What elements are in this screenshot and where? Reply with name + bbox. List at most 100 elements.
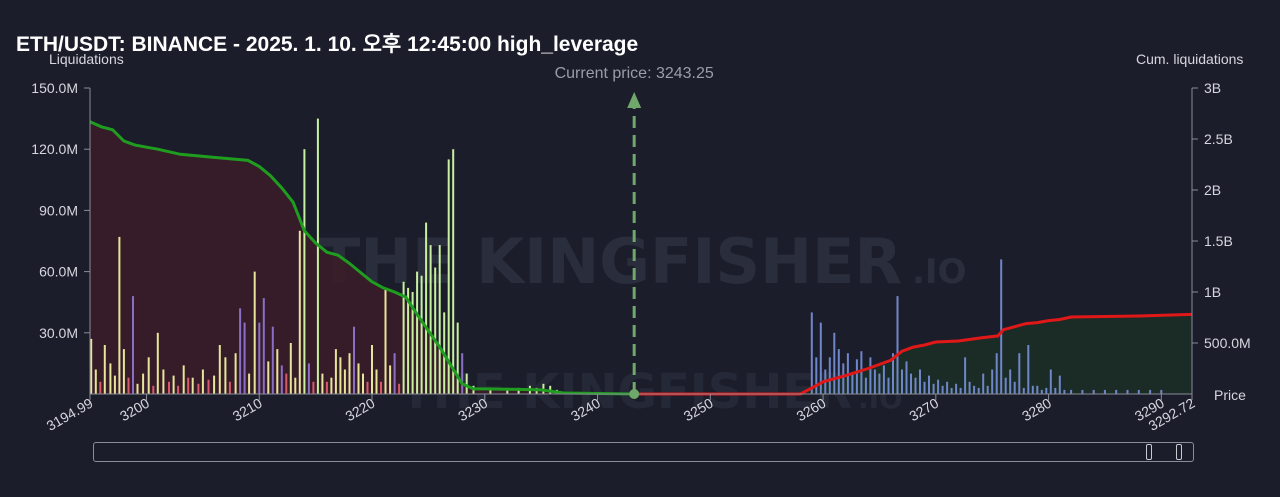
bar <box>842 363 845 394</box>
bar <box>465 373 468 394</box>
bar <box>461 353 464 394</box>
bar <box>298 230 301 394</box>
x-tick-label: 3194.99 <box>44 395 96 434</box>
bar <box>456 322 459 394</box>
range-handle-right[interactable] <box>1176 444 1182 460</box>
bar <box>99 381 102 394</box>
bar <box>411 292 414 394</box>
bar <box>142 373 145 394</box>
left-tick-label: 150.0M <box>31 80 78 96</box>
bar <box>258 322 261 394</box>
bar <box>968 381 971 394</box>
bar <box>109 363 112 394</box>
bar <box>1054 387 1057 394</box>
bar <box>127 377 130 394</box>
bar <box>1045 387 1048 394</box>
bar <box>932 383 935 394</box>
bar <box>810 312 813 394</box>
bar <box>1058 375 1061 394</box>
bar <box>1063 389 1066 394</box>
short-cum-line <box>634 312 1193 396</box>
right-tick-label: 500.0M <box>1204 335 1251 351</box>
bar <box>923 381 926 394</box>
watermark-suffix: .IO <box>912 252 966 292</box>
bar <box>1036 385 1039 394</box>
bar <box>506 387 509 394</box>
bar <box>207 379 210 394</box>
bar <box>1022 387 1025 394</box>
bar <box>330 377 333 394</box>
right-tick-label: 2.5B <box>1204 131 1233 147</box>
bar <box>1000 259 1003 394</box>
bar <box>248 373 251 394</box>
bar <box>289 343 292 394</box>
bar <box>1027 345 1030 394</box>
current-price-dot <box>629 389 640 399</box>
bar <box>977 387 980 394</box>
bar <box>946 381 949 394</box>
long-cum-fill <box>90 121 635 394</box>
bar <box>339 357 342 394</box>
bar <box>878 373 881 394</box>
bar <box>213 375 216 394</box>
bar <box>941 385 944 394</box>
bar <box>136 383 139 394</box>
bar <box>1004 377 1007 394</box>
bar <box>1160 389 1163 394</box>
range-scrollbar[interactable] <box>93 442 1194 462</box>
bar <box>819 322 822 394</box>
bar <box>177 385 180 394</box>
bar <box>986 385 989 394</box>
bar <box>1137 389 1140 394</box>
bar <box>447 159 450 394</box>
left-tick-label: 60.0M <box>39 264 78 280</box>
short-cum-fill <box>634 314 1192 394</box>
bar <box>489 389 492 394</box>
bar <box>1018 353 1021 394</box>
bar <box>517 387 520 394</box>
bar <box>103 345 106 394</box>
left-tick-label: 30.0M <box>39 325 78 341</box>
bar <box>334 349 337 394</box>
right-y-axis: 500.0M 1B 1.5B 2B 2.5B 3B <box>1191 80 1251 394</box>
bar <box>348 353 351 394</box>
bar <box>182 365 185 394</box>
bar <box>321 373 324 394</box>
bar <box>1149 389 1152 394</box>
right-tick-label: 1.5B <box>1204 233 1233 249</box>
bar <box>973 385 976 394</box>
bar <box>267 361 270 394</box>
chart-title: ETH/USDT: BINANCE - 2025. 1. 10. 오후 12:4… <box>16 33 639 56</box>
bar <box>1013 381 1016 394</box>
left-tick-label: 120.0M <box>31 141 78 157</box>
bar <box>869 357 872 394</box>
bar <box>353 326 355 394</box>
bar <box>991 369 994 394</box>
bar <box>316 118 319 394</box>
bar <box>950 387 953 394</box>
bar <box>398 383 401 394</box>
bar <box>147 357 150 394</box>
bar <box>1009 369 1012 394</box>
bar <box>882 365 885 394</box>
bar <box>964 357 967 394</box>
bar <box>892 353 894 394</box>
bar <box>307 363 310 394</box>
bar <box>438 245 441 394</box>
left-tick-label: 90.0M <box>39 202 78 218</box>
range-handle-left[interactable] <box>1146 444 1152 460</box>
bar <box>887 377 890 394</box>
bar <box>343 369 346 394</box>
bar <box>234 353 237 394</box>
bar <box>1070 389 1073 394</box>
bar <box>402 281 405 394</box>
bar <box>452 149 455 394</box>
right-tick-label: 3B <box>1204 80 1221 96</box>
bar <box>280 365 283 394</box>
bar <box>905 361 908 394</box>
bar <box>995 353 998 394</box>
bar <box>384 287 387 394</box>
bar <box>837 349 840 394</box>
bar <box>162 369 165 394</box>
bar <box>285 373 288 394</box>
